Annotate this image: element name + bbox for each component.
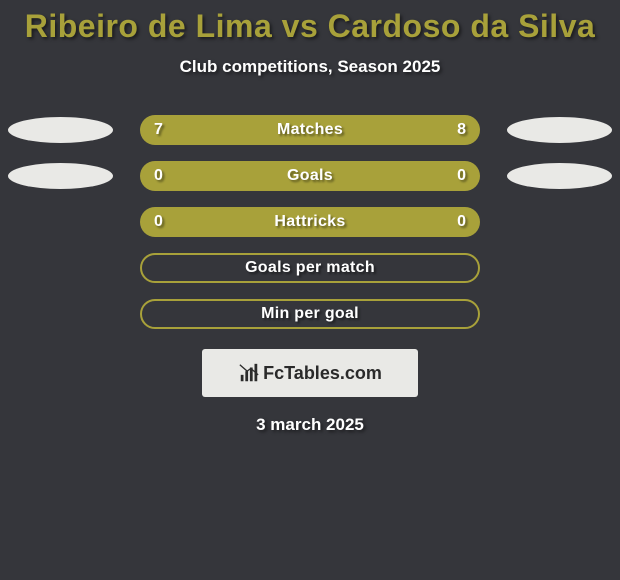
stat-value-left: 7 (154, 115, 163, 145)
stat-bar: Hattricks 0 0 (140, 207, 480, 237)
bar-chart-icon (238, 362, 260, 384)
stat-value-right: 8 (457, 115, 466, 145)
stat-bar: Min per goal (140, 299, 480, 329)
stat-row: Goals 0 0 (0, 153, 620, 199)
stat-bar: Goals 0 0 (140, 161, 480, 191)
stat-row: Goals per match (0, 245, 620, 291)
stat-value-right: 0 (457, 161, 466, 191)
footer-date: 3 march 2025 (0, 415, 620, 435)
stat-value-left: 0 (154, 207, 163, 237)
stat-label: Goals per match (245, 259, 375, 276)
brand-box: FcTables.com (202, 349, 418, 397)
brand-text: FcTables.com (263, 363, 382, 384)
stat-row: Min per goal (0, 291, 620, 337)
stat-label: Min per goal (261, 305, 359, 322)
stat-value-left: 0 (154, 161, 163, 191)
stat-row: Matches 7 8 (0, 107, 620, 153)
player-left-marker (8, 163, 113, 189)
player-right-marker (507, 163, 612, 189)
stat-bar: Matches 7 8 (140, 115, 480, 145)
stat-bar: Goals per match (140, 253, 480, 283)
stat-label: Matches (277, 121, 343, 138)
stat-rows: Matches 7 8 Goals 0 0 Hattricks 0 0 Goals per mat… (0, 107, 620, 337)
player-right-marker (507, 117, 612, 143)
stat-label: Hattricks (274, 213, 345, 230)
comparison-subtitle: Club competitions, Season 2025 (0, 57, 620, 77)
player-left-marker (8, 117, 113, 143)
stat-label: Goals (287, 167, 333, 184)
stat-row: Hattricks 0 0 (0, 199, 620, 245)
stat-value-right: 0 (457, 207, 466, 237)
comparison-title: Ribeiro de Lima vs Cardoso da Silva (0, 0, 620, 45)
